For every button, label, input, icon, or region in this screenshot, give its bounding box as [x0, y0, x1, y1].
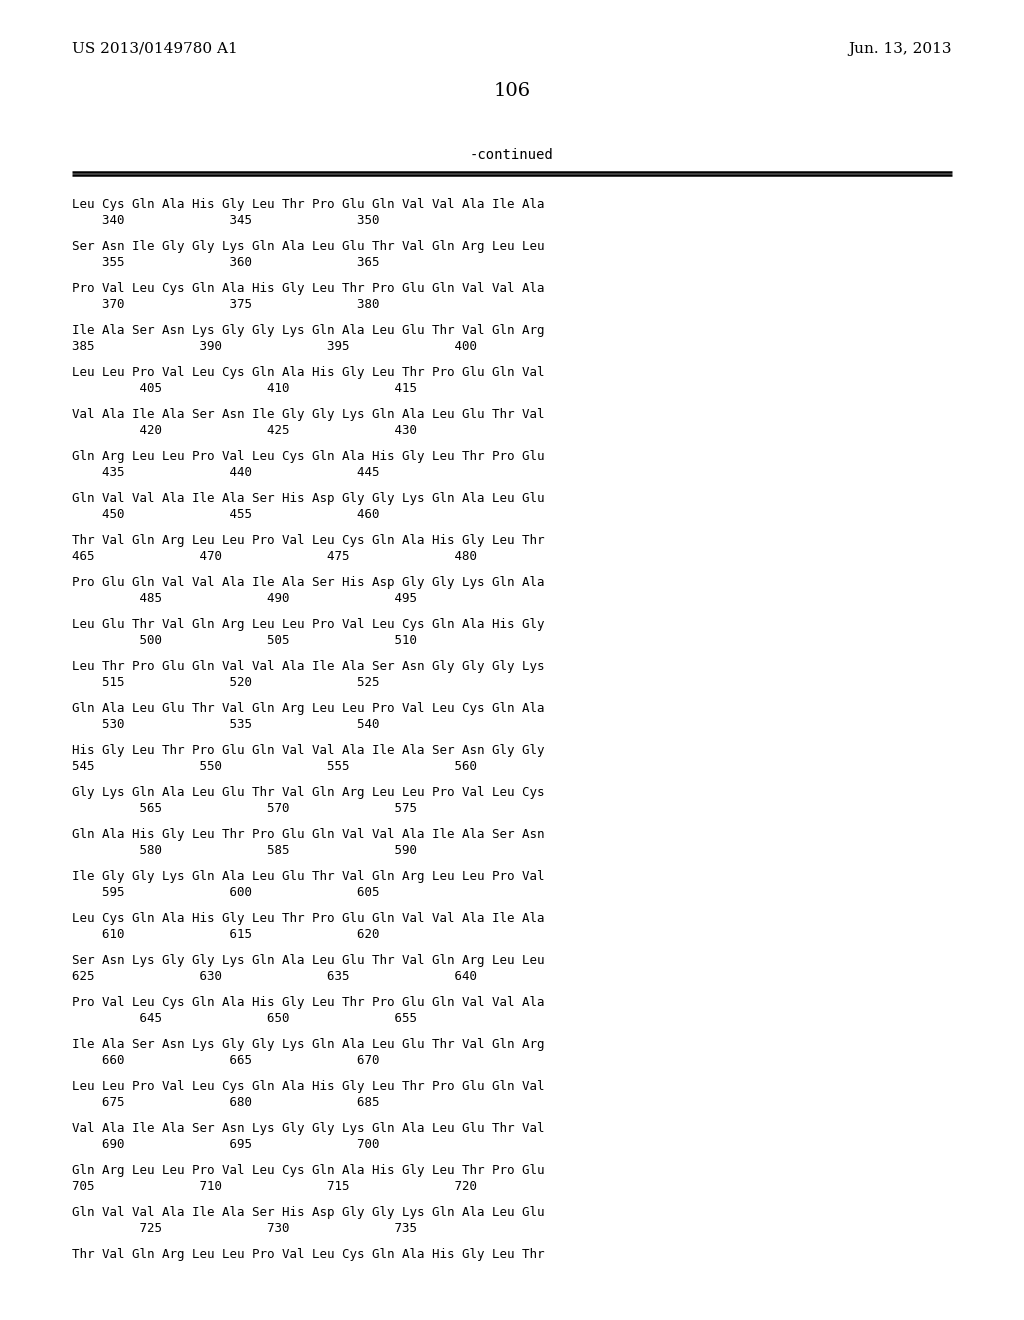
- Text: Ser Asn Ile Gly Gly Lys Gln Ala Leu Glu Thr Val Gln Arg Leu Leu: Ser Asn Ile Gly Gly Lys Gln Ala Leu Glu …: [72, 240, 545, 253]
- Text: 545              550              555              560: 545 550 555 560: [72, 760, 477, 774]
- Text: Leu Cys Gln Ala His Gly Leu Thr Pro Glu Gln Val Val Ala Ile Ala: Leu Cys Gln Ala His Gly Leu Thr Pro Glu …: [72, 912, 545, 925]
- Text: 485              490              495: 485 490 495: [72, 591, 417, 605]
- Text: 420              425              430: 420 425 430: [72, 424, 417, 437]
- Text: 565              570              575: 565 570 575: [72, 803, 417, 814]
- Text: Jun. 13, 2013: Jun. 13, 2013: [849, 42, 952, 55]
- Text: 106: 106: [494, 82, 530, 100]
- Text: 500              505              510: 500 505 510: [72, 634, 417, 647]
- Text: Gln Arg Leu Leu Pro Val Leu Cys Gln Ala His Gly Leu Thr Pro Glu: Gln Arg Leu Leu Pro Val Leu Cys Gln Ala …: [72, 1164, 545, 1177]
- Text: US 2013/0149780 A1: US 2013/0149780 A1: [72, 42, 238, 55]
- Text: Gln Val Val Ala Ile Ala Ser His Asp Gly Gly Lys Gln Ala Leu Glu: Gln Val Val Ala Ile Ala Ser His Asp Gly …: [72, 492, 545, 506]
- Text: Gln Ala Leu Glu Thr Val Gln Arg Leu Leu Pro Val Leu Cys Gln Ala: Gln Ala Leu Glu Thr Val Gln Arg Leu Leu …: [72, 702, 545, 715]
- Text: 450              455              460: 450 455 460: [72, 508, 380, 521]
- Text: Leu Leu Pro Val Leu Cys Gln Ala His Gly Leu Thr Pro Glu Gln Val: Leu Leu Pro Val Leu Cys Gln Ala His Gly …: [72, 1080, 545, 1093]
- Text: Ile Gly Gly Lys Gln Ala Leu Glu Thr Val Gln Arg Leu Leu Pro Val: Ile Gly Gly Lys Gln Ala Leu Glu Thr Val …: [72, 870, 545, 883]
- Text: 645              650              655: 645 650 655: [72, 1012, 417, 1026]
- Text: Gln Val Val Ala Ile Ala Ser His Asp Gly Gly Lys Gln Ala Leu Glu: Gln Val Val Ala Ile Ala Ser His Asp Gly …: [72, 1206, 545, 1218]
- Text: Ile Ala Ser Asn Lys Gly Gly Lys Gln Ala Leu Glu Thr Val Gln Arg: Ile Ala Ser Asn Lys Gly Gly Lys Gln Ala …: [72, 323, 545, 337]
- Text: 435              440              445: 435 440 445: [72, 466, 380, 479]
- Text: 725              730              735: 725 730 735: [72, 1222, 417, 1236]
- Text: 515              520              525: 515 520 525: [72, 676, 380, 689]
- Text: 625              630              635              640: 625 630 635 640: [72, 970, 477, 983]
- Text: 465              470              475              480: 465 470 475 480: [72, 550, 477, 564]
- Text: 660              665              670: 660 665 670: [72, 1053, 380, 1067]
- Text: Leu Leu Pro Val Leu Cys Gln Ala His Gly Leu Thr Pro Glu Gln Val: Leu Leu Pro Val Leu Cys Gln Ala His Gly …: [72, 366, 545, 379]
- Text: 340              345              350: 340 345 350: [72, 214, 380, 227]
- Text: Ile Ala Ser Asn Lys Gly Gly Lys Gln Ala Leu Glu Thr Val Gln Arg: Ile Ala Ser Asn Lys Gly Gly Lys Gln Ala …: [72, 1038, 545, 1051]
- Text: 405              410              415: 405 410 415: [72, 381, 417, 395]
- Text: Leu Glu Thr Val Gln Arg Leu Leu Pro Val Leu Cys Gln Ala His Gly: Leu Glu Thr Val Gln Arg Leu Leu Pro Val …: [72, 618, 545, 631]
- Text: Leu Cys Gln Ala His Gly Leu Thr Pro Glu Gln Val Val Ala Ile Ala: Leu Cys Gln Ala His Gly Leu Thr Pro Glu …: [72, 198, 545, 211]
- Text: Pro Glu Gln Val Val Ala Ile Ala Ser His Asp Gly Gly Lys Gln Ala: Pro Glu Gln Val Val Ala Ile Ala Ser His …: [72, 576, 545, 589]
- Text: Pro Val Leu Cys Gln Ala His Gly Leu Thr Pro Glu Gln Val Val Ala: Pro Val Leu Cys Gln Ala His Gly Leu Thr …: [72, 282, 545, 294]
- Text: 370              375              380: 370 375 380: [72, 298, 380, 312]
- Text: 580              585              590: 580 585 590: [72, 843, 417, 857]
- Text: 705              710              715              720: 705 710 715 720: [72, 1180, 477, 1193]
- Text: 610              615              620: 610 615 620: [72, 928, 380, 941]
- Text: Gly Lys Gln Ala Leu Glu Thr Val Gln Arg Leu Leu Pro Val Leu Cys: Gly Lys Gln Ala Leu Glu Thr Val Gln Arg …: [72, 785, 545, 799]
- Text: His Gly Leu Thr Pro Glu Gln Val Val Ala Ile Ala Ser Asn Gly Gly: His Gly Leu Thr Pro Glu Gln Val Val Ala …: [72, 744, 545, 756]
- Text: 530              535              540: 530 535 540: [72, 718, 380, 731]
- Text: Thr Val Gln Arg Leu Leu Pro Val Leu Cys Gln Ala His Gly Leu Thr: Thr Val Gln Arg Leu Leu Pro Val Leu Cys …: [72, 1247, 545, 1261]
- Text: Val Ala Ile Ala Ser Asn Lys Gly Gly Lys Gln Ala Leu Glu Thr Val: Val Ala Ile Ala Ser Asn Lys Gly Gly Lys …: [72, 1122, 545, 1135]
- Text: Leu Thr Pro Glu Gln Val Val Ala Ile Ala Ser Asn Gly Gly Gly Lys: Leu Thr Pro Glu Gln Val Val Ala Ile Ala …: [72, 660, 545, 673]
- Text: -continued: -continued: [470, 148, 554, 162]
- Text: Thr Val Gln Arg Leu Leu Pro Val Leu Cys Gln Ala His Gly Leu Thr: Thr Val Gln Arg Leu Leu Pro Val Leu Cys …: [72, 535, 545, 546]
- Text: Val Ala Ile Ala Ser Asn Ile Gly Gly Lys Gln Ala Leu Glu Thr Val: Val Ala Ile Ala Ser Asn Ile Gly Gly Lys …: [72, 408, 545, 421]
- Text: 675              680              685: 675 680 685: [72, 1096, 380, 1109]
- Text: 595              600              605: 595 600 605: [72, 886, 380, 899]
- Text: Gln Ala His Gly Leu Thr Pro Glu Gln Val Val Ala Ile Ala Ser Asn: Gln Ala His Gly Leu Thr Pro Glu Gln Val …: [72, 828, 545, 841]
- Text: Gln Arg Leu Leu Pro Val Leu Cys Gln Ala His Gly Leu Thr Pro Glu: Gln Arg Leu Leu Pro Val Leu Cys Gln Ala …: [72, 450, 545, 463]
- Text: 385              390              395              400: 385 390 395 400: [72, 341, 477, 352]
- Text: 355              360              365: 355 360 365: [72, 256, 380, 269]
- Text: Ser Asn Lys Gly Gly Lys Gln Ala Leu Glu Thr Val Gln Arg Leu Leu: Ser Asn Lys Gly Gly Lys Gln Ala Leu Glu …: [72, 954, 545, 968]
- Text: 690              695              700: 690 695 700: [72, 1138, 380, 1151]
- Text: Pro Val Leu Cys Gln Ala His Gly Leu Thr Pro Glu Gln Val Val Ala: Pro Val Leu Cys Gln Ala His Gly Leu Thr …: [72, 997, 545, 1008]
